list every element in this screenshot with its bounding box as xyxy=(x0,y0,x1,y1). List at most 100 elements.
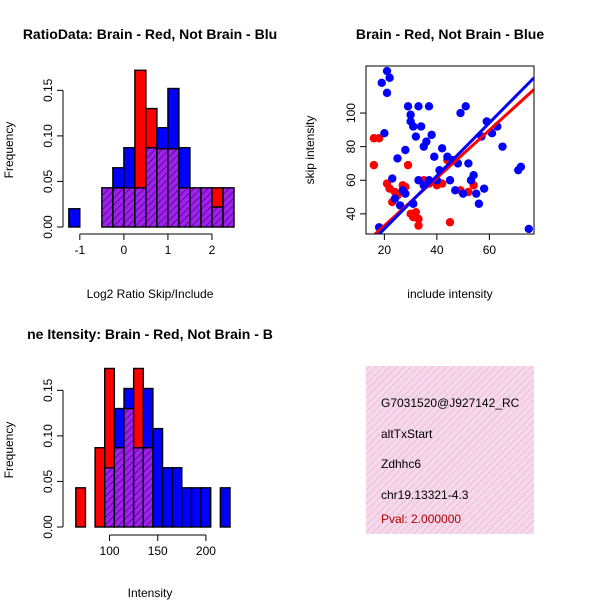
intensity-histogram-brain-bar-6 xyxy=(132,367,144,449)
intensity-histogram-overlap-bar-5 xyxy=(123,407,135,528)
scatter-notbrain-point-53 xyxy=(524,224,533,234)
intensity-histogram-overlap-bar-3 xyxy=(104,467,116,528)
scatter-notbrain-point-5 xyxy=(385,73,394,82)
ratio-histogram-x-tick-label-1: 0 xyxy=(121,243,128,257)
scatter-x-tick-label-2: 60 xyxy=(483,243,497,257)
intensity-histogram-brain-bar-2 xyxy=(94,447,106,528)
ratio-histogram-overlap-bar-14 xyxy=(222,187,235,228)
intensity-histogram-ylabel: Frequency xyxy=(2,422,16,479)
info-event-type: altTxStart xyxy=(381,427,433,441)
info-gene-symbol: Zdhhc6 xyxy=(381,457,421,471)
scatter-ylabel: skip intensity xyxy=(303,116,317,185)
scatter-xlabel: include intensity xyxy=(407,287,492,301)
intensity-histogram-notbrain-bar-4 xyxy=(113,407,125,449)
ratio-histogram-notbrain-bar-0 xyxy=(68,208,81,228)
scatter-notbrain-point-4 xyxy=(382,88,392,98)
scatter-notbrain-point-19 xyxy=(414,102,423,111)
scatter-brain-point-10 xyxy=(403,160,413,170)
scatter-notbrain-point-2 xyxy=(380,129,389,138)
info-pval: Pval: 2.000000 xyxy=(381,512,461,526)
intensity-histogram-notbrain-bar-13 xyxy=(200,487,212,528)
ratio-histogram-overlap-bar-12 xyxy=(200,187,213,228)
ratio-histogram-title: RatioData: Brain - Red, Not Brain - Blu xyxy=(23,26,277,42)
intensity-histogram-notbrain-bar-11 xyxy=(181,487,193,528)
ratio-histogram-axes: -1 0 1 2 0.00 0.05 0.10 0.15 xyxy=(41,78,216,257)
scatter-notbrain-point-15 xyxy=(406,110,415,119)
ratio-histogram-notbrain-bar-9 xyxy=(167,87,180,150)
scatter-brain-point-15 xyxy=(414,221,423,230)
intensity-histogram-overlap-bar-7 xyxy=(142,447,154,528)
ratio-histogram-notbrain-bar-4 xyxy=(112,167,125,189)
ratio-histogram-ylabel: Frequency xyxy=(2,122,16,179)
scatter-y-tick-label-3: 100 xyxy=(344,103,358,123)
scatter-notbrain-point-38 xyxy=(458,189,468,198)
ratio-histogram-overlap-bar-8 xyxy=(156,147,169,228)
scatter-frame xyxy=(365,65,535,235)
scatter-notbrain-point-12 xyxy=(401,189,410,198)
intensity-histogram-axes: 100 150 200 0.00 0.05 0.10 0.15 xyxy=(41,378,216,558)
ratio-histogram-brain-bar-6 xyxy=(134,69,147,189)
scatter-notbrain-point-37 xyxy=(456,108,465,118)
intensity-histogram-brain-bar-3 xyxy=(104,367,116,469)
ratio-histogram-x-tick-label-2: 1 xyxy=(165,243,172,257)
ratio-histogram-notbrain-bar-10 xyxy=(178,147,191,189)
intensity-histogram-notbrain-bar-7 xyxy=(142,387,154,449)
scatter-notbrain-point-18 xyxy=(411,132,421,141)
intensity-histogram-notbrain-bar-8 xyxy=(152,427,164,528)
scatter-points xyxy=(369,66,534,234)
intensity-histogram-y-tick-label-1: 0.05 xyxy=(41,469,55,493)
scatter-notbrain-point-20 xyxy=(414,176,423,185)
scatter-y-tick-label-0: 40 xyxy=(344,207,358,221)
scatter-notbrain-point-40 xyxy=(464,159,473,168)
scatter-notbrain-point-33 xyxy=(445,176,455,185)
scatter-notbrain-point-28 xyxy=(430,152,439,161)
scatter-notbrain-point-7 xyxy=(390,194,400,203)
scatter-notbrain-point-35 xyxy=(451,186,460,195)
ratio-histogram-bars xyxy=(68,69,235,228)
scatter-fit-line-notbrain xyxy=(377,76,534,234)
intensity-histogram-xlabel: Intensity xyxy=(128,586,173,600)
intensity-histogram-notbrain-bar-5 xyxy=(123,387,135,410)
intensity-histogram-overlap-bar-6 xyxy=(132,447,144,528)
intensity-histogram-x-tick-label-2: 200 xyxy=(196,544,216,558)
ratio-histogram-overlap-bar-13 xyxy=(211,206,224,228)
scatter-notbrain-point-27 xyxy=(427,130,436,140)
scatter-y-tick-label-2: 80 xyxy=(344,140,358,154)
intensity-histogram-x-tick-label-1: 150 xyxy=(148,544,168,558)
ratio-histogram-overlap-bar-4 xyxy=(112,187,125,228)
intensity-histogram-notbrain-bar-9 xyxy=(161,467,173,528)
intensity-histogram-title: ne Itensity: Brain - Red, Not Brain - B xyxy=(27,326,273,342)
scatter-brain-point-21 xyxy=(445,218,455,227)
scatter-notbrain-point-8 xyxy=(393,154,402,163)
intensity-histogram-x-tick-label-0: 100 xyxy=(100,544,120,558)
scatter-notbrain-point-3 xyxy=(382,66,392,76)
ratio-histogram-overlap-bar-3 xyxy=(101,187,114,228)
ratio-histogram-notbrain-bar-8 xyxy=(156,126,169,150)
scatter-notbrain-point-42 xyxy=(469,171,478,180)
ratio-histogram-y-tick-label-3: 0.15 xyxy=(41,78,55,102)
intensity-histogram-notbrain-bar-12 xyxy=(190,487,202,528)
scatter-plot: 20 40 60 40 60 80 100 xyxy=(344,65,535,257)
scatter-notbrain-point-43 xyxy=(472,189,481,198)
ratio-histogram-overlap-bar-11 xyxy=(189,187,202,228)
scatter-notbrain-point-25 xyxy=(424,102,434,111)
ratio-histogram-overlap-bar-10 xyxy=(178,187,191,228)
intensity-histogram-panel: ne Itensity: Brain - Red, Not Brain - B … xyxy=(2,326,273,600)
event-info-panel: G7031520@J927142_RC altTxStart Zdhhc6 ch… xyxy=(366,366,534,534)
info-location: chr19.13321-4.3 xyxy=(381,488,469,502)
intensity-histogram-y-tick-label-2: 0.10 xyxy=(41,424,55,448)
intensity-histogram-y-tick-label-0: 0.00 xyxy=(41,515,55,539)
scatter-brain-point-13 xyxy=(411,207,421,217)
scatter-notbrain-point-50 xyxy=(498,142,507,151)
intensity-histogram-overlap-bar-4 xyxy=(113,447,125,528)
scatter-notbrain-point-6 xyxy=(388,174,397,183)
scatter-fit-line-brain xyxy=(373,88,534,234)
info-gene-id: G7031520@J927142_RC xyxy=(381,396,520,410)
intensity-histogram-notbrain-bar-15 xyxy=(219,487,231,528)
scatter-brain-point-0 xyxy=(369,160,379,170)
ratio-histogram-brain-bar-7 xyxy=(145,107,158,149)
ratio-histogram-x-tick-label-0: -1 xyxy=(74,243,85,257)
ratio-histogram-brain-bar-13 xyxy=(211,187,224,208)
ratio-histogram-overlap-bar-7 xyxy=(145,147,158,228)
